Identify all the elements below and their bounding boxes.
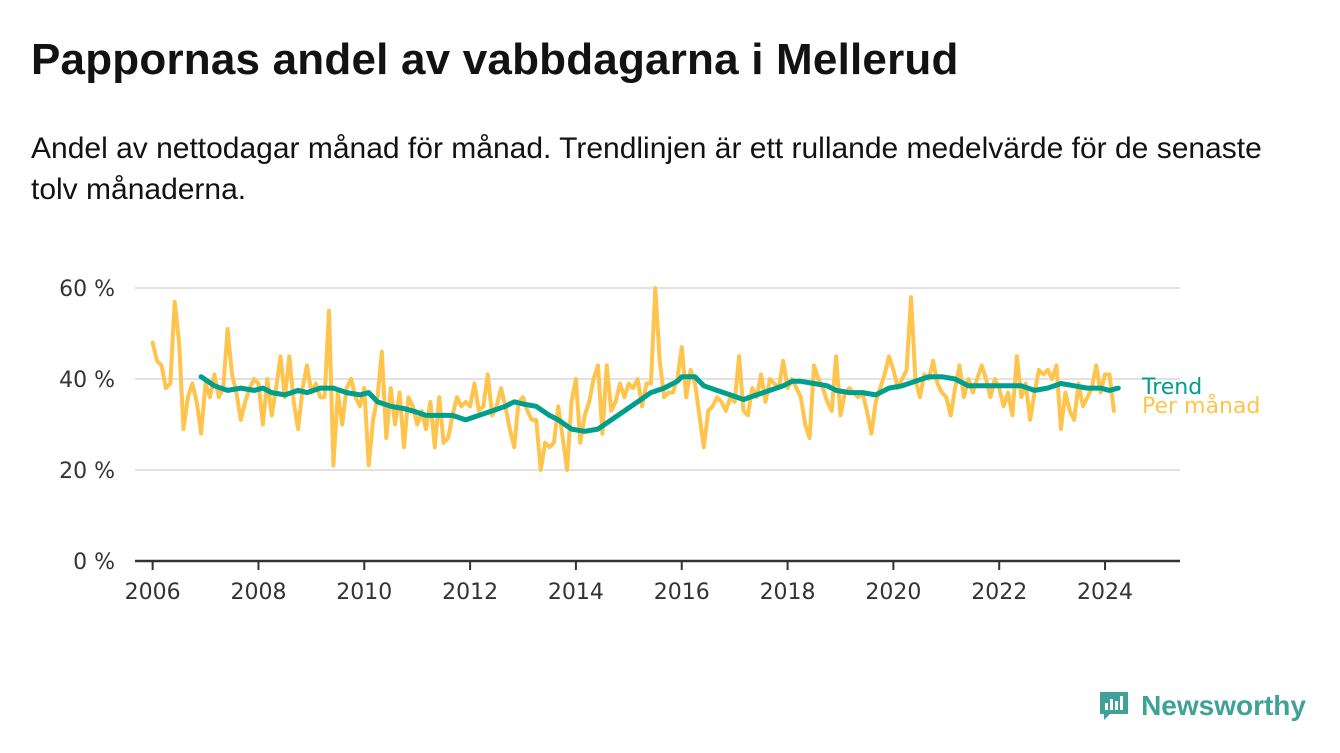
y-axis-ticks: 0 % 20 % 40 % 60 %	[59, 277, 115, 575]
y-tick-label: 40 %	[59, 368, 115, 393]
x-tick-label: 2012	[442, 580, 498, 605]
page-title: Pappornas andel av vabbdagarna i Melleru…	[31, 35, 959, 84]
x-tick-label: 2008	[230, 580, 286, 605]
series-line-trend	[198, 374, 1121, 434]
page-subtitle: Andel av nettodagar månad för månad. Tre…	[31, 132, 1262, 206]
y-tick-label: 20 %	[59, 459, 115, 484]
legend-label-trend: Trend	[1141, 375, 1202, 400]
brand[interactable]: Newsworthy	[1097, 689, 1306, 723]
newsworthy-logo-icon	[1100, 692, 1129, 720]
x-tick-label: 2024	[1077, 580, 1133, 605]
x-tick-label: 2016	[654, 580, 710, 605]
y-tick-label: 0 %	[73, 550, 115, 575]
y-tick-label: 60 %	[59, 277, 115, 302]
series-lines	[150, 286, 1121, 472]
x-axis: 2006 2008 2010 2012 2014 2016 2018 2020 2022 2024	[125, 559, 1180, 605]
x-tick-label: 2018	[760, 580, 816, 605]
x-tick-label: 2006	[125, 580, 181, 605]
legend-label-monthly: Per månad	[1142, 393, 1260, 419]
x-tick-label: 2022	[971, 580, 1027, 605]
x-tick-label: 2020	[865, 580, 921, 605]
brand-name: Newsworthy	[1141, 690, 1306, 721]
x-tick-label: 2014	[548, 580, 604, 605]
x-tick-label: 2010	[336, 580, 392, 605]
